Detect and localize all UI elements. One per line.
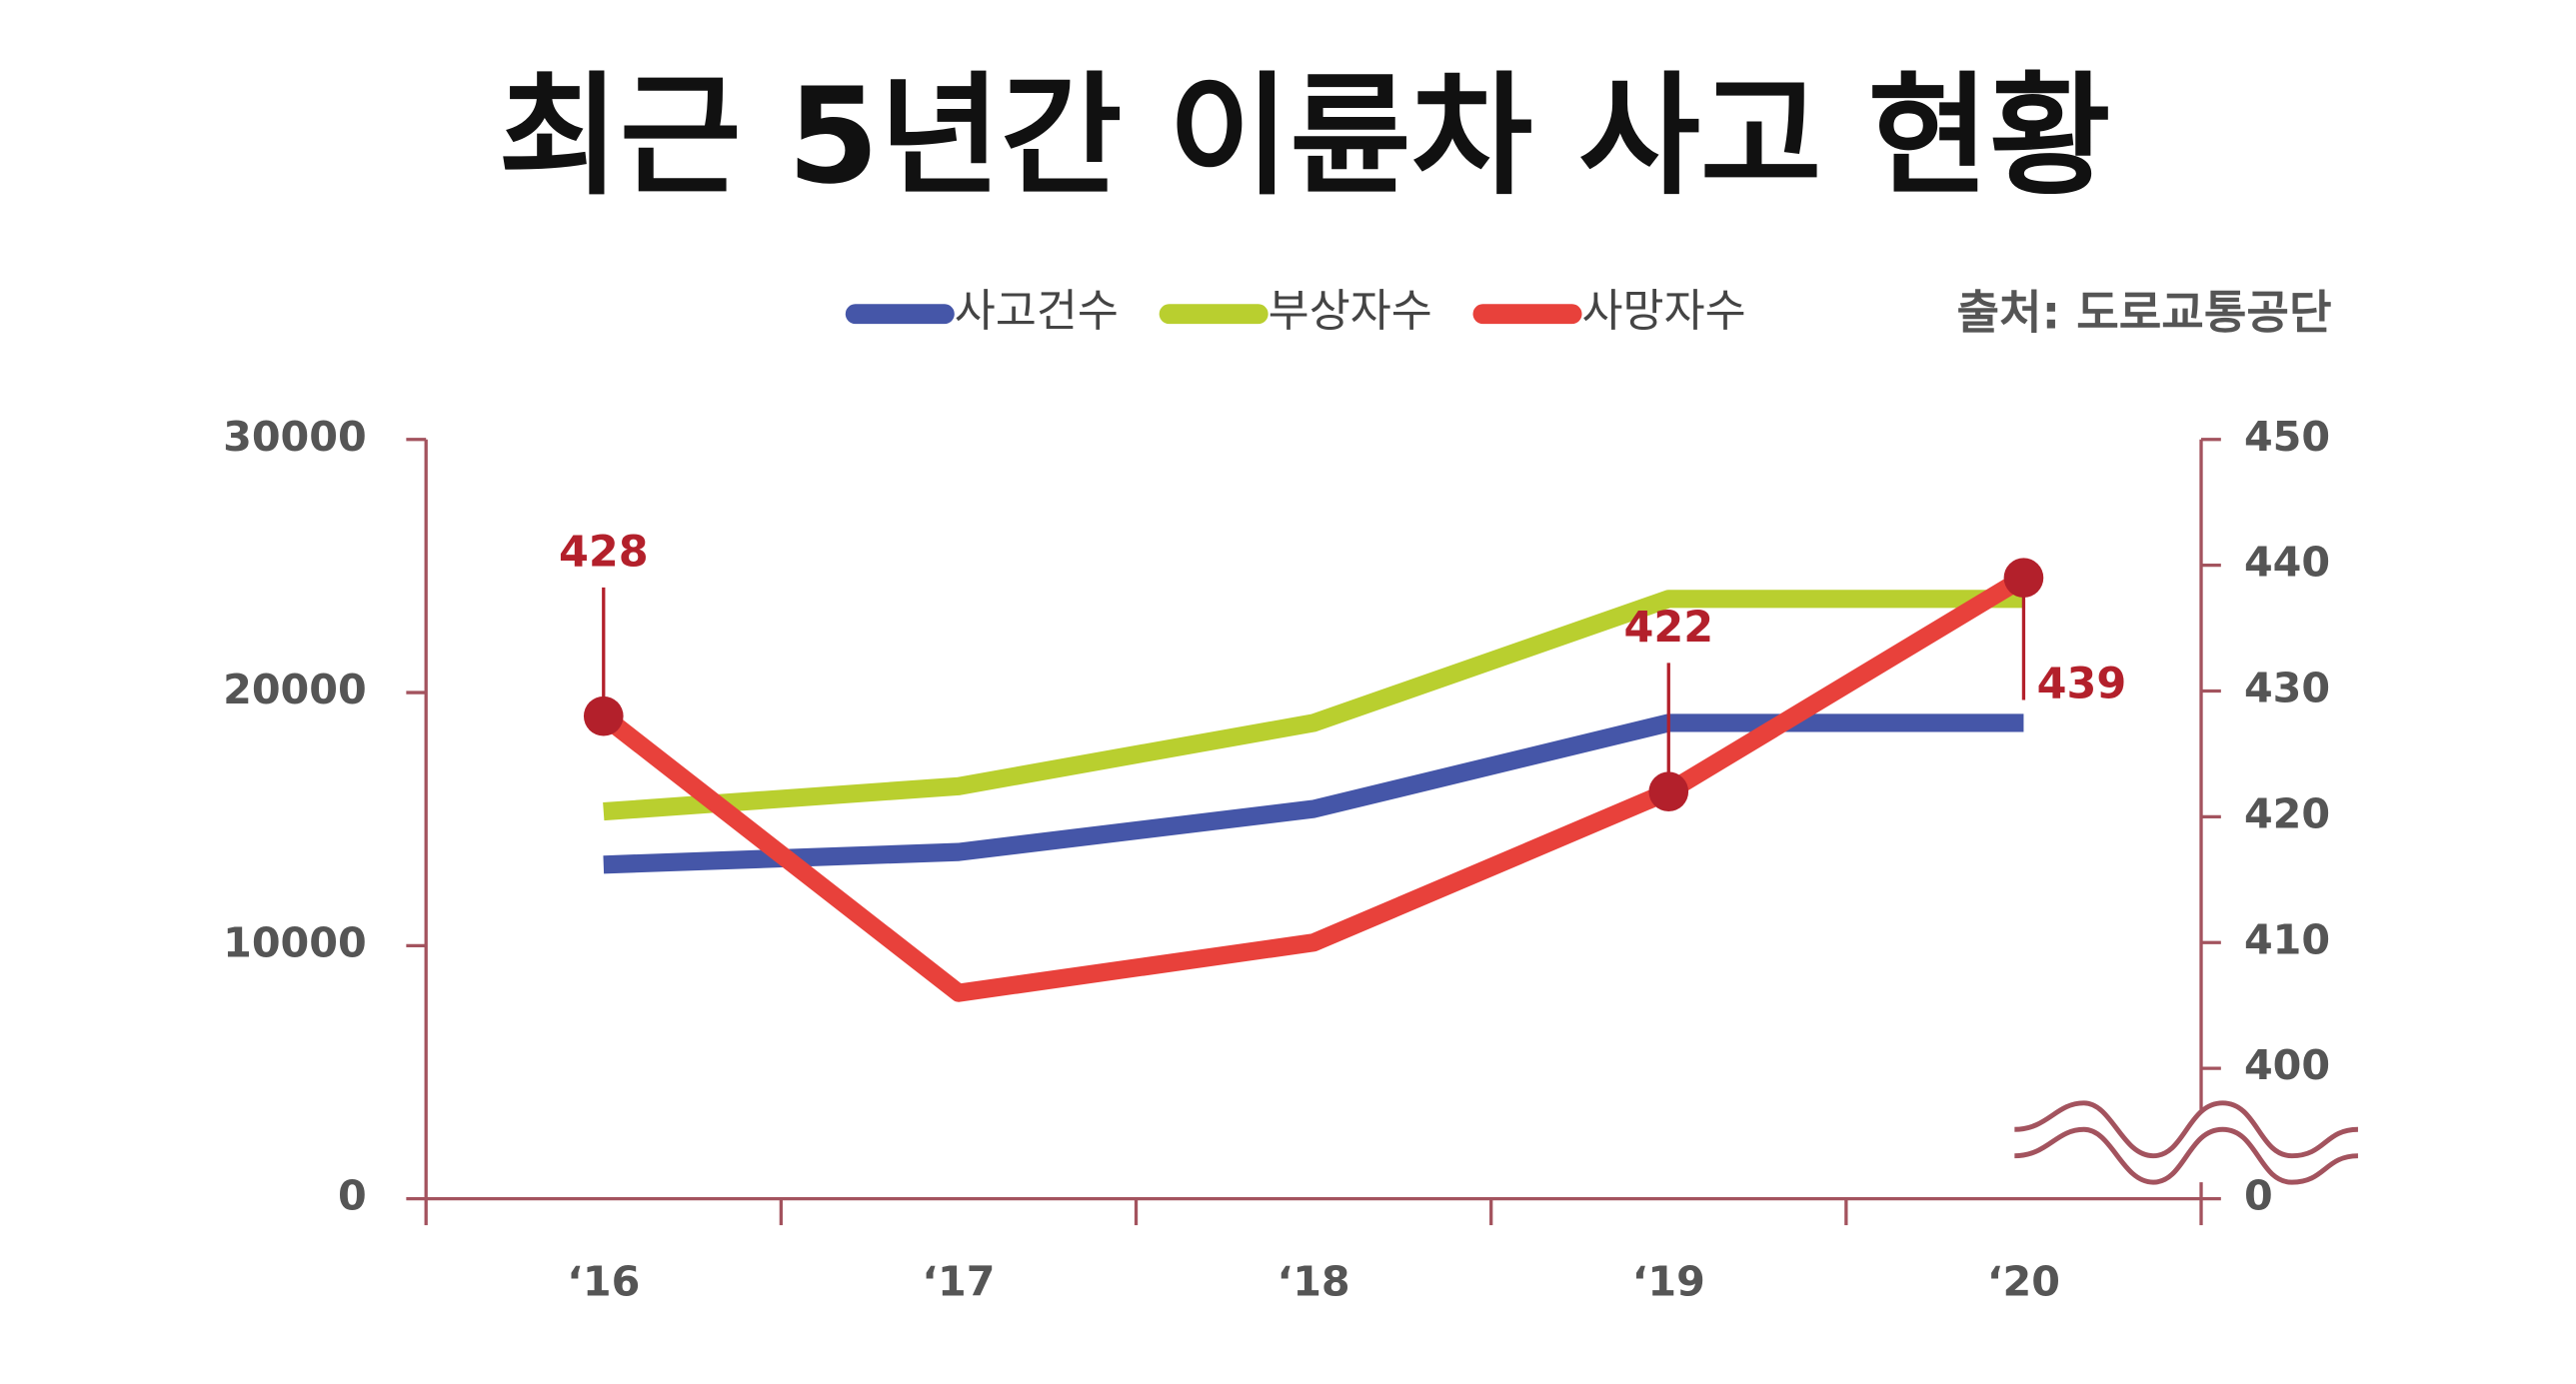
legend-label: 사고건수 [955, 285, 1119, 337]
y2-tick-label: 440 [2244, 539, 2330, 587]
legend-label: 사망자수 [1582, 285, 1746, 337]
data-label: 439 [2037, 660, 2127, 709]
y2-tick-label: 410 [2244, 915, 2330, 963]
x-tick-label: ‘19 [1632, 1258, 1705, 1306]
source: 출처: 도로교통공단 [1957, 285, 2332, 339]
legend-label: 부상자수 [1269, 285, 1432, 337]
y-tick-label: 0 [338, 1172, 367, 1220]
y-tick-label: 10000 [223, 918, 367, 966]
x-tick-label: ‘18 [1278, 1258, 1350, 1306]
axis-break-symbol [2014, 1100, 2359, 1185]
y2-tick-label: 0 [2244, 1172, 2273, 1220]
point-marker [1648, 771, 1689, 812]
series-line [598, 570, 2029, 1002]
y2-tick-label: 450 [2244, 413, 2330, 461]
point-marker [2003, 558, 2044, 599]
y-tick-label: 20000 [223, 666, 367, 713]
x-tick-label: ‘20 [1987, 1258, 2060, 1306]
x-tick-label: ‘17 [922, 1258, 995, 1306]
data-label: 428 [559, 527, 649, 577]
x-tick-label: ‘16 [567, 1258, 640, 1306]
y2-tick-label: 430 [2244, 665, 2330, 712]
data-label: 422 [1623, 603, 1713, 653]
chart-title: 최근 5년간 이륜차 사고 현황 [498, 60, 2110, 214]
series-line [603, 590, 2024, 821]
y2-tick-label: 420 [2244, 789, 2330, 837]
y2-tick-label: 400 [2244, 1041, 2330, 1089]
y-tick-label: 30000 [223, 413, 367, 461]
point-marker [583, 695, 624, 736]
